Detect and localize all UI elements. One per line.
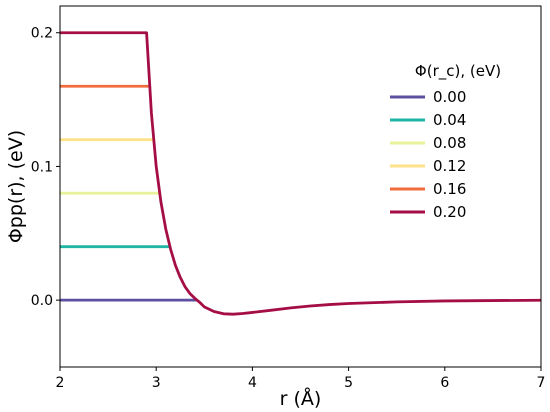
legend-label: 0.20: [433, 203, 466, 221]
legend-label: 0.16: [433, 180, 466, 198]
y-tick-label: 0.2: [31, 26, 53, 42]
legend-title: Φ(r_c), (eV): [415, 62, 501, 81]
y-tick-label: 0.1: [31, 159, 53, 175]
x-axis-label: r (Å): [280, 387, 322, 410]
legend-label: 0.08: [433, 134, 466, 152]
x-tick-label: 7: [537, 375, 546, 391]
x-tick-label: 3: [152, 375, 161, 391]
plot-frame: [59, 5, 542, 368]
x-tick-label: 4: [248, 375, 257, 391]
series-line-0-20: [60, 31, 542, 316]
plot-area: [60, 31, 542, 316]
x-tick-label: 2: [56, 375, 65, 391]
axes: 2 3 4 5 6 7 0.0 0.1 0.2 r (Å) Φpp(r), (eV): [5, 5, 546, 410]
x-tick-label: 5: [344, 375, 353, 391]
legend-label: 0.04: [433, 111, 466, 129]
legend: Φ(r_c), (eV) 0.00 0.04 0.08 0.12 0.16 0.20: [390, 62, 501, 221]
y-axis-label: Φpp(r), (eV): [5, 130, 27, 243]
legend-label: 0.00: [433, 88, 466, 106]
y-tick-label: 0.0: [31, 293, 53, 309]
legend-label: 0.12: [433, 157, 466, 175]
x-tick-label: 6: [440, 375, 449, 391]
